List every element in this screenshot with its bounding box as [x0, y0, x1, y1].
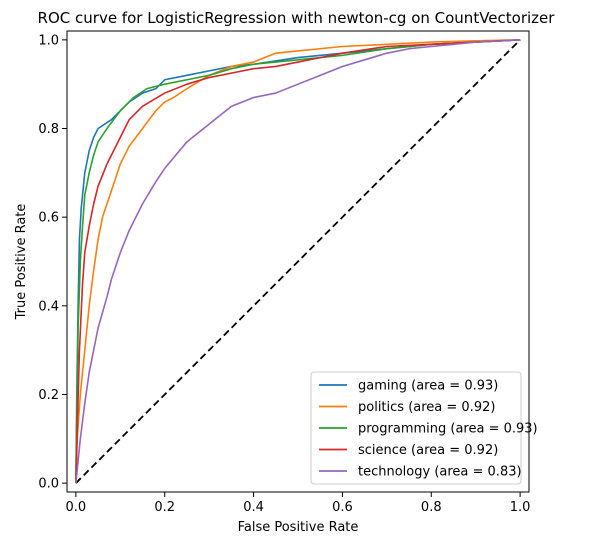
x-tick-label: 0.8: [421, 500, 442, 515]
y-tick-label: 0.8: [38, 122, 59, 137]
y-axis-label: True Positive Rate: [14, 204, 29, 321]
series-layer: [75, 39, 521, 484]
legend-entry-1: politics (area = 0.92): [358, 400, 495, 415]
series-line-2: [75, 39, 521, 484]
y-tick-label: 0.0: [38, 477, 59, 492]
legend-entry-2: programming (area = 0.93): [358, 422, 538, 437]
legend: gaming (area = 0.93) politics (area = 0.9…: [310, 371, 538, 485]
diagonal-reference-line: [75, 39, 521, 484]
x-tick-label: 0.6: [332, 500, 353, 515]
diagonal-layer: [75, 39, 521, 484]
legend-entry-4: technology (area = 0.83): [358, 465, 522, 480]
y-tick-label: 0.6: [38, 211, 59, 226]
x-tick-label: 0.4: [243, 500, 264, 515]
plot-frame: [66, 30, 530, 493]
x-tick-label: 0.0: [66, 500, 87, 515]
y-tick-label: 0.2: [38, 388, 59, 403]
x-axis-label: False Positive Rate: [238, 520, 359, 535]
series-line-4: [75, 39, 521, 484]
y-axis-ticks: 0.0 0.2 0.4 0.6 0.8 1.0: [38, 33, 67, 492]
chart-title: ROC curve for LogisticRegression with ne…: [38, 9, 556, 27]
series-line-3: [75, 39, 521, 484]
x-axis-ticks: 0.0 0.2 0.4 0.6 0.8 1.0: [66, 492, 531, 515]
x-tick-label: 1.0: [510, 500, 531, 515]
y-tick-label: 0.4: [38, 299, 59, 314]
x-tick-label: 0.2: [154, 500, 175, 515]
series-line-1: [75, 39, 521, 484]
legend-entry-0: gaming (area = 0.93): [358, 379, 498, 394]
legend-entry-3: science (area = 0.92): [358, 443, 498, 458]
legend-box: [310, 371, 522, 485]
y-tick-label: 1.0: [38, 33, 59, 48]
